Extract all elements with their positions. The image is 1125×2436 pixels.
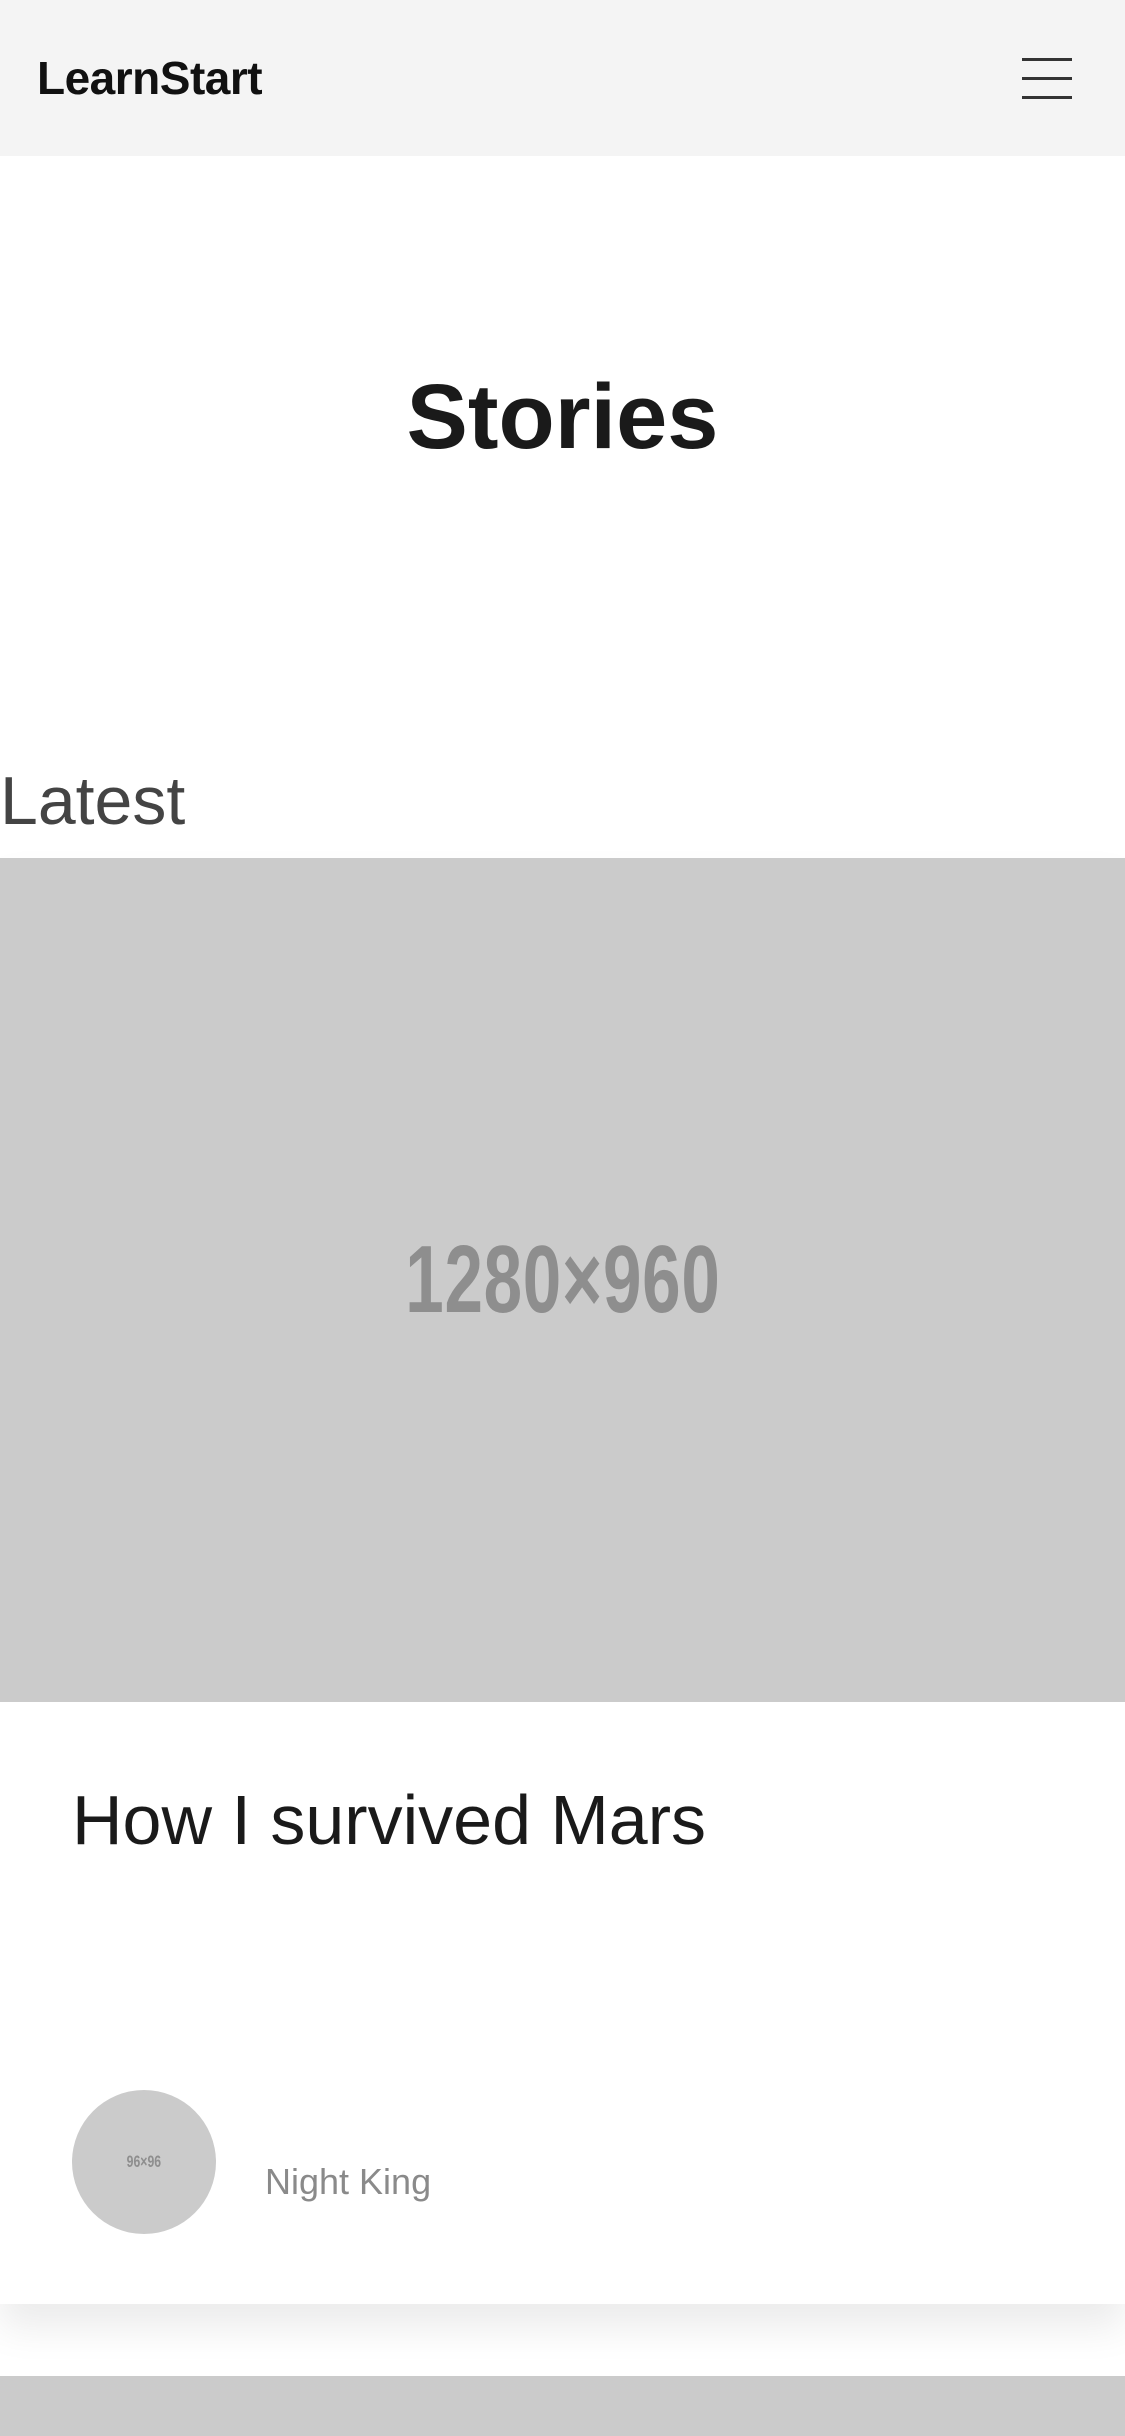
page-title: Stories <box>406 365 719 468</box>
top-app-bar: LearnStart <box>0 0 1125 156</box>
image-placeholder-label: 1280×960 <box>404 1226 721 1333</box>
brand-logo-text[interactable]: LearnStart <box>37 52 263 104</box>
author-avatar: 96×96 <box>72 2090 216 2234</box>
author-name: Night King <box>265 2161 432 2202</box>
menu-button[interactable] <box>1012 52 1082 104</box>
story-card[interactable]: 1280×960 How I survived Mars 96×96 Night… <box>0 858 1125 2304</box>
section-heading-latest: Latest <box>0 763 186 840</box>
next-story-image-placeholder[interactable] <box>0 2376 1125 2436</box>
story-image-placeholder[interactable]: 1280×960 <box>0 858 1125 1702</box>
story-title[interactable]: How I survived Mars <box>72 1781 707 1859</box>
avatar-placeholder-label: 96×96 <box>126 2152 162 2171</box>
